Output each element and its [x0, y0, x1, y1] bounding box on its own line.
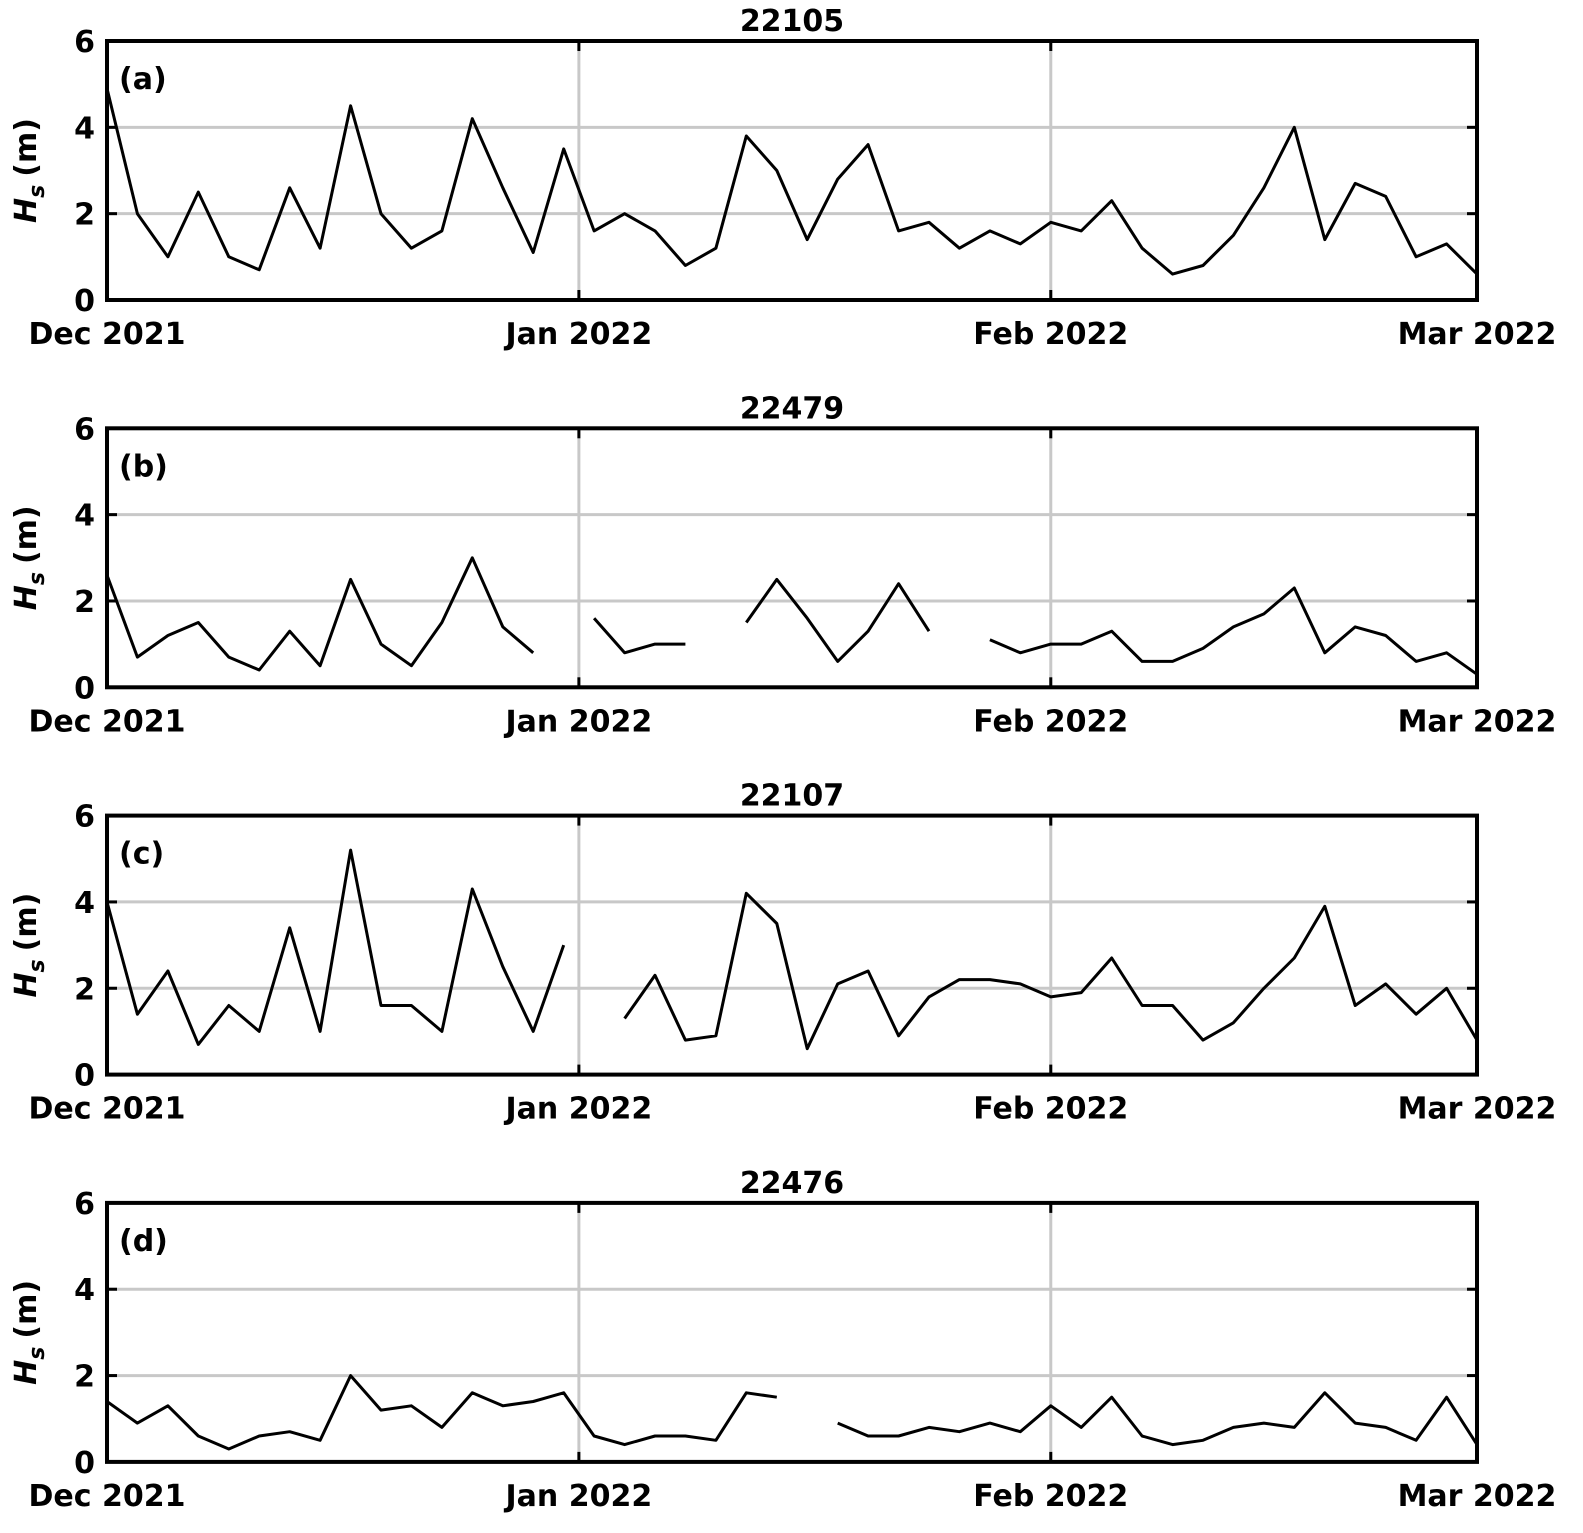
axes-frame [105, 426, 1479, 690]
panel-label: (d) [119, 1224, 168, 1259]
series-line [105, 88, 1479, 276]
x-tick-label: Dec 2021 [29, 317, 186, 352]
y-tick-label: 4 [74, 111, 95, 146]
y-tick-label: 4 [74, 499, 95, 534]
y-tick-label: 6 [74, 25, 95, 60]
x-tick-label: Jan 2022 [504, 1479, 653, 1514]
x-tick-label: Feb 2022 [973, 317, 1128, 352]
series-line [106, 1374, 1479, 1451]
y-tick-label: 0 [74, 284, 95, 319]
y-label-symbol: H [9, 585, 44, 610]
y-tick-label: 6 [74, 1187, 95, 1222]
x-tick-label: Dec 2021 [29, 1479, 186, 1514]
y-label-subscript: s [25, 959, 50, 972]
y-label-subscript: s [25, 572, 50, 585]
x-tick-label: Feb 2022 [973, 1092, 1128, 1127]
x-tick-label: Mar 2022 [1398, 317, 1557, 352]
chart-title: 22107 [740, 779, 844, 814]
axes-frame [105, 39, 1479, 302]
panel-label: (b) [119, 449, 168, 484]
x-tick-label: Mar 2022 [1398, 1092, 1557, 1127]
panel-label: (c) [119, 837, 164, 872]
y-tick-label: 4 [74, 886, 95, 921]
x-tick-label: Jan 2022 [504, 317, 653, 352]
y-tick-label: 2 [74, 972, 95, 1007]
chart-title: 22476 [740, 1166, 844, 1201]
y-label-unit: (m) [9, 118, 44, 177]
y-tick-label: 0 [74, 671, 95, 706]
x-tick-label: Jan 2022 [504, 704, 653, 739]
chart-title: 22479 [740, 391, 844, 426]
panel-label: (a) [119, 62, 167, 97]
axes-frame [105, 813, 1479, 1077]
series-line [105, 556, 1478, 676]
y-label-unit: (m) [9, 505, 44, 564]
y-tick-label: 6 [74, 800, 95, 835]
y-axis-label: Hs (m) [9, 1280, 50, 1385]
axes-frame [105, 1200, 1479, 1464]
x-tick-label: Dec 2021 [29, 1092, 186, 1127]
x-tick-label: Jan 2022 [504, 1092, 653, 1127]
series-line [105, 848, 1479, 1051]
y-label-symbol: H [9, 1360, 44, 1385]
y-label-subscript: s [25, 1347, 50, 1360]
y-tick-label: 0 [74, 1446, 95, 1481]
y-label-symbol: H [9, 198, 44, 223]
y-label-symbol: H [9, 972, 44, 997]
y-axis-label: Hs (m) [9, 118, 50, 223]
x-tick-label: Dec 2021 [29, 704, 186, 739]
y-tick-label: 6 [74, 412, 95, 447]
y-tick-label: 0 [74, 1059, 95, 1094]
y-tick-label: 2 [74, 198, 95, 233]
y-tick-label: 4 [74, 1273, 95, 1308]
chart-title: 22105 [740, 4, 844, 39]
y-tick-label: 2 [74, 1360, 95, 1395]
x-tick-label: Mar 2022 [1398, 1479, 1557, 1514]
y-label-unit: (m) [9, 1280, 44, 1339]
x-tick-label: Feb 2022 [973, 1479, 1128, 1514]
y-axis-label: Hs (m) [9, 893, 50, 998]
x-tick-label: Feb 2022 [973, 704, 1128, 739]
y-label-subscript: s [25, 185, 50, 198]
x-tick-label: Mar 2022 [1398, 704, 1557, 739]
y-axis-label: Hs (m) [9, 505, 50, 610]
y-label-unit: (m) [9, 893, 44, 952]
y-tick-label: 2 [74, 585, 95, 620]
